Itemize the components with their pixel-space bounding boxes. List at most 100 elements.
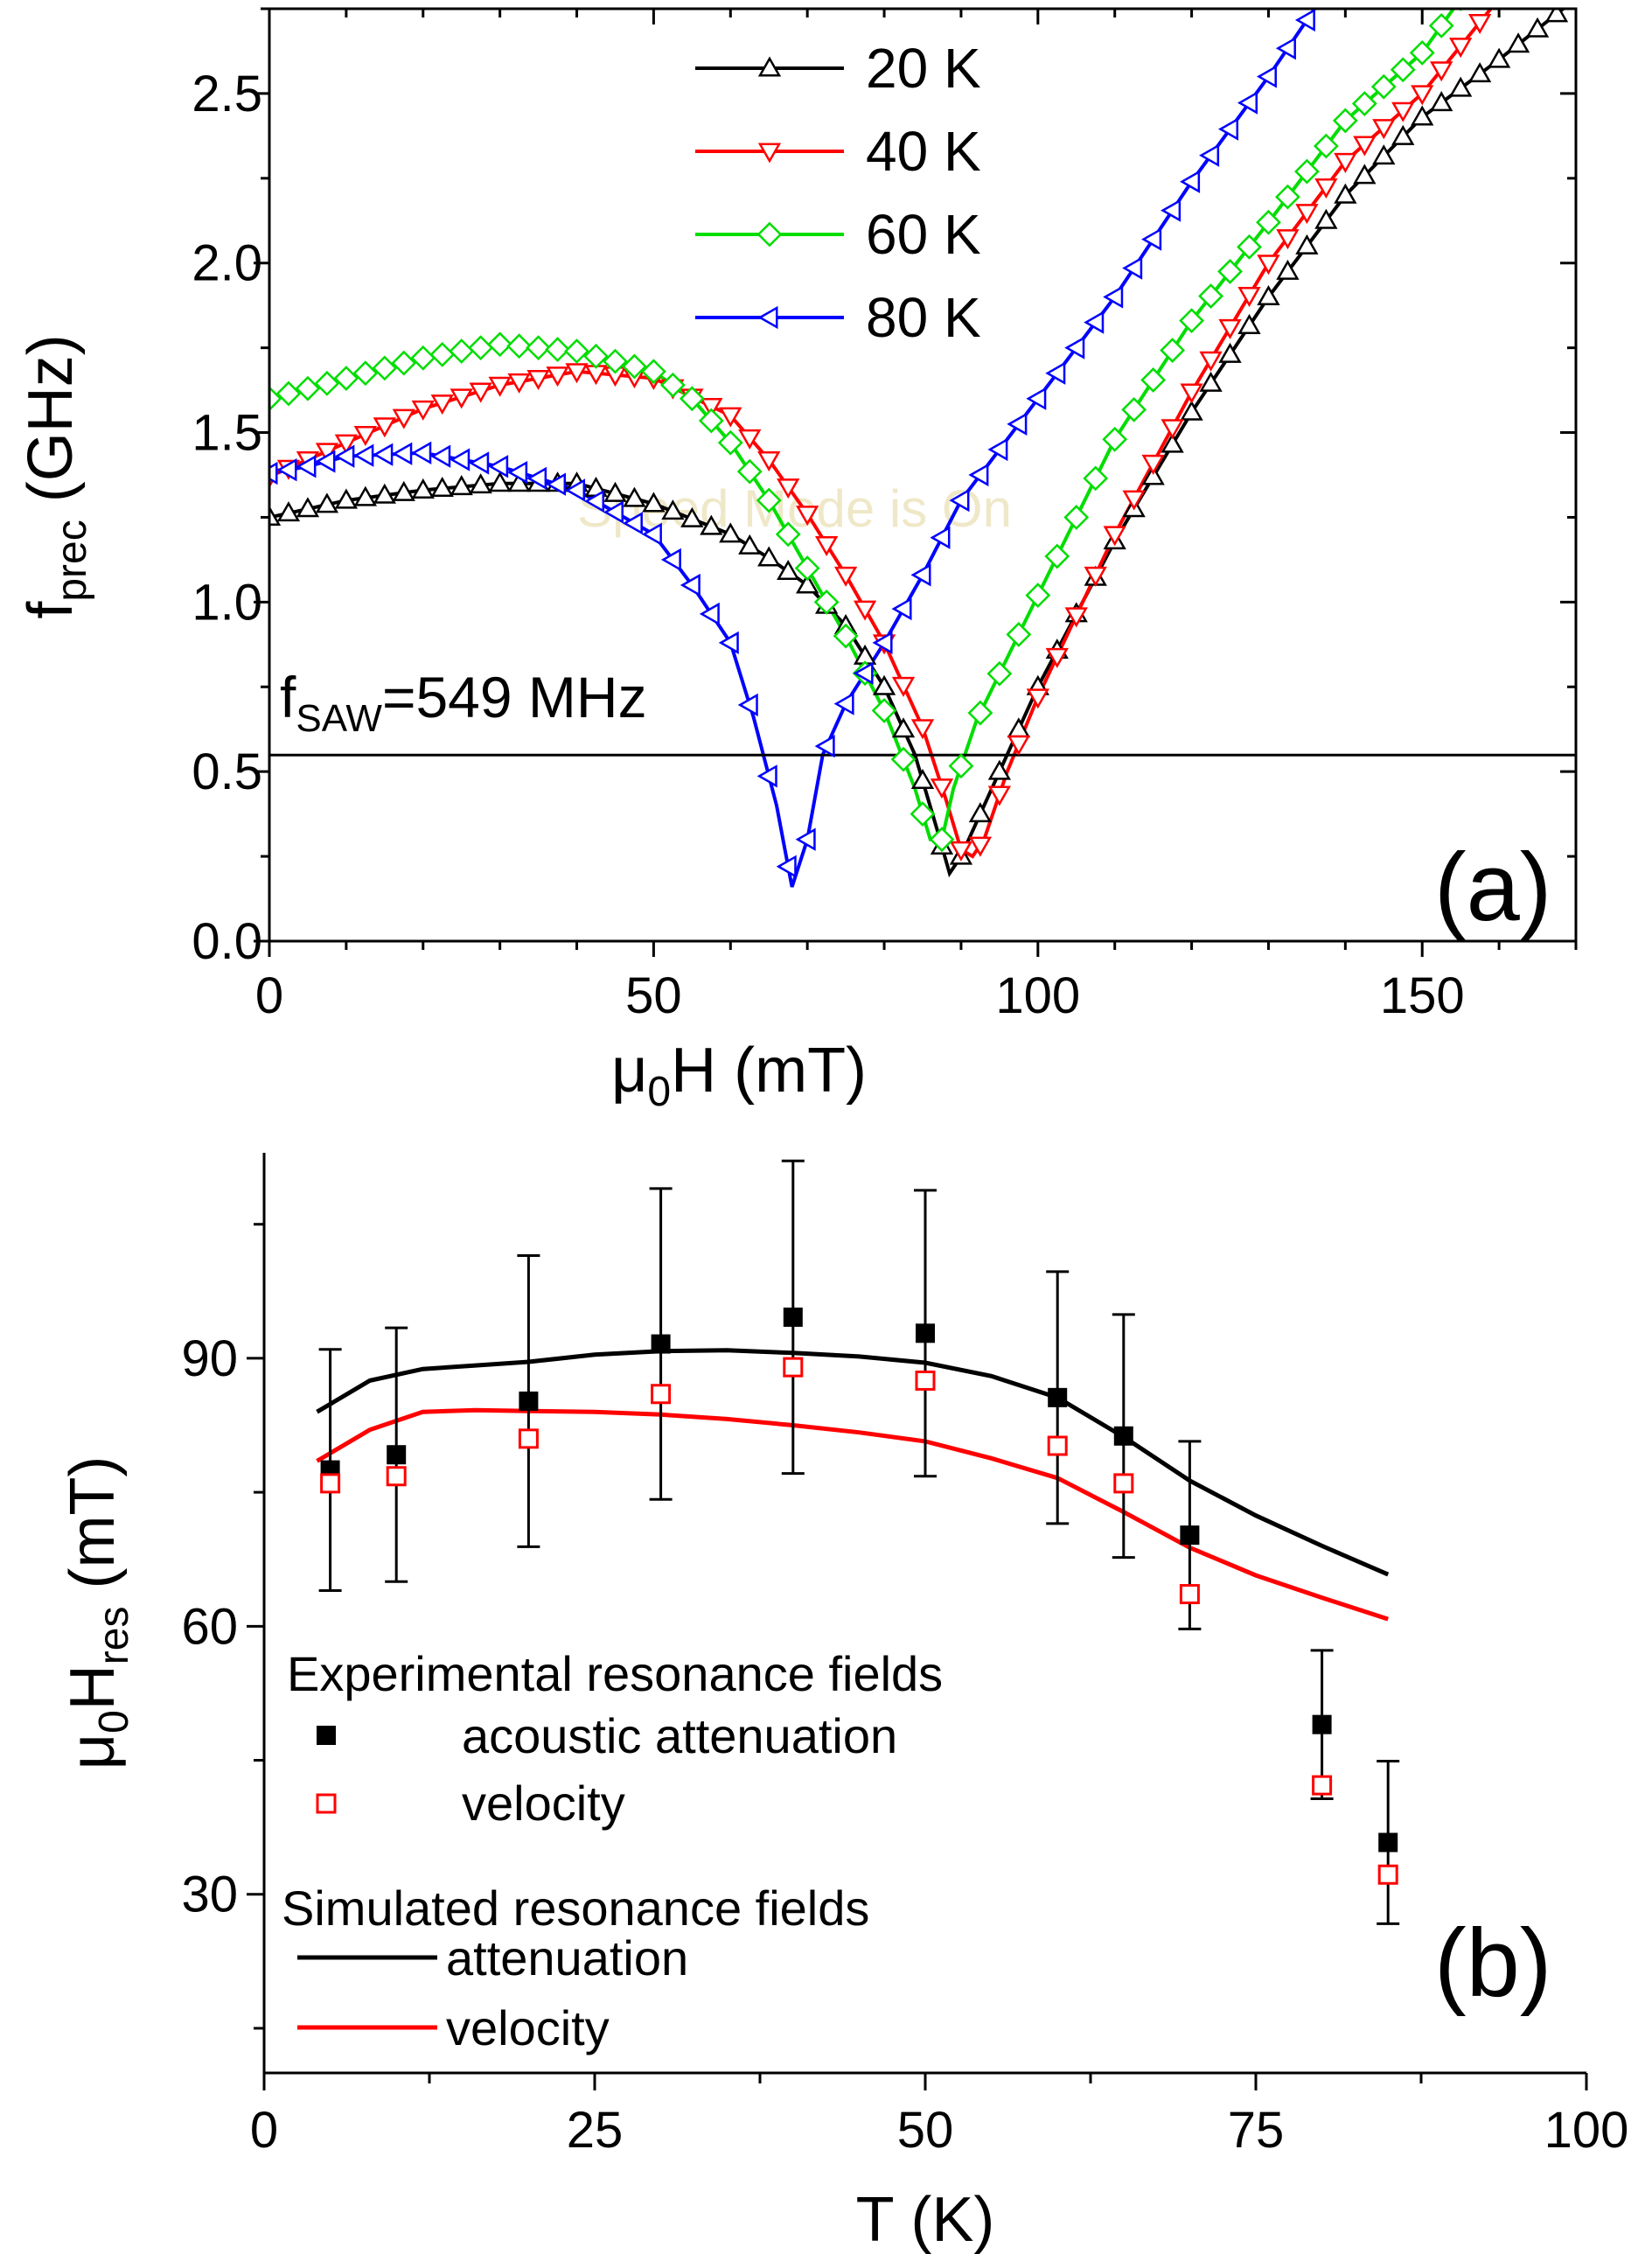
marker-40-k: [949, 841, 973, 862]
marker-80-k: [334, 444, 355, 468]
x-tick-label: 100: [995, 967, 1080, 1024]
y-tick-label: 2.5: [192, 66, 262, 122]
marker-60-k: [429, 341, 456, 367]
marker-60-k: [794, 555, 820, 582]
marker-60-k: [564, 338, 589, 364]
marker-60-k: [813, 589, 840, 615]
marker-40-k: [1122, 490, 1146, 511]
marker-60-k: [679, 386, 705, 412]
marker-20-k: [373, 483, 396, 504]
marker-80-k: [1122, 256, 1143, 280]
marker-60-k: [603, 348, 628, 374]
marker-40-k: [853, 600, 877, 621]
marker-20-k: [1544, 9, 1569, 23]
y-tick-label: 1.0: [192, 574, 262, 631]
marker-20-k: [276, 501, 301, 522]
marker-40-k: [334, 434, 359, 455]
marker-40-k: [488, 376, 512, 397]
marker-20-k: [796, 573, 819, 594]
marker-60-k: [1313, 133, 1339, 159]
marker-80-k: [853, 661, 874, 685]
marker-20-k: [1237, 313, 1261, 334]
marker-40-k: [910, 719, 935, 740]
marker-60-k: [756, 487, 782, 513]
marker-80-k: [930, 526, 951, 549]
marker-40-k: [373, 417, 396, 438]
marker-20-k: [910, 768, 935, 790]
point-velocity: [1179, 1584, 1200, 1605]
legend-sim-attenuation-label: attenuation: [446, 1930, 688, 1985]
legend-label-60-k: 60 K: [866, 203, 981, 266]
x-tick-label: 50: [625, 967, 682, 1024]
marker-20-k: [872, 674, 896, 695]
marker-80-k: [469, 451, 490, 475]
legend-marker-20-k: [757, 56, 782, 77]
marker-80-k: [833, 692, 854, 715]
marker-40-k: [891, 676, 916, 697]
marker-80-k: [910, 563, 931, 587]
legend-marker-60-k: [756, 221, 783, 248]
x-tick-label: 50: [897, 2102, 954, 2159]
marker-40-k: [1026, 688, 1049, 709]
marker-80-k: [699, 602, 720, 626]
fsaw-annotation: fSAW=549 MHz: [280, 665, 647, 740]
point-velocity: [1377, 1864, 1398, 1885]
point-velocity: [1047, 1435, 1068, 1456]
point-velocity: [1113, 1473, 1134, 1494]
marker-40-k: [700, 398, 723, 419]
point-acoustic-attenuation: [916, 1323, 935, 1343]
marker-20-k: [430, 476, 454, 498]
marker-20-k: [1295, 234, 1319, 255]
marker-60-k: [890, 746, 917, 772]
marker-20-k: [1257, 284, 1280, 305]
marker-80-k: [1084, 311, 1105, 334]
marker-20-k: [507, 471, 531, 492]
marker-20-k: [623, 486, 646, 507]
marker-80-k: [1141, 227, 1162, 251]
marker-80-k: [603, 500, 624, 524]
marker-40-k: [1372, 119, 1396, 140]
point-velocity: [386, 1466, 407, 1487]
marker-20-k: [1314, 208, 1338, 229]
marker-80-k: [622, 512, 643, 535]
marker-80-k: [737, 693, 758, 717]
marker-60-k: [736, 458, 763, 485]
legend-marker-40-k: [757, 143, 782, 164]
marker-60-k: [659, 372, 686, 398]
marker-40-k: [1064, 607, 1088, 628]
legend-attenuation-label: acoustic attenuation: [462, 1708, 897, 1763]
marker-20-k: [353, 485, 378, 506]
marker-40-k: [833, 566, 858, 587]
marker-80-k: [1161, 199, 1181, 222]
marker-40-k: [507, 373, 531, 394]
marker-60-k: [967, 700, 993, 726]
marker-60-k: [929, 827, 955, 853]
point-acoustic-attenuation: [1180, 1525, 1200, 1546]
marker-80-k: [488, 455, 509, 478]
x-tick-label: 0: [255, 967, 283, 1024]
marker-60-k: [1102, 426, 1128, 452]
marker-20-k: [700, 514, 723, 535]
legend-label-20-k: 20 K: [866, 37, 981, 100]
marker-40-k: [814, 535, 839, 556]
marker-80-k: [891, 597, 912, 621]
marker-60-k: [410, 345, 436, 371]
marker-60-k: [1390, 57, 1416, 83]
marker-20-k: [1411, 105, 1434, 126]
marker-60-k: [1006, 622, 1032, 647]
marker-60-k: [275, 380, 302, 407]
marker-60-k: [1237, 234, 1262, 260]
marker-60-k: [775, 521, 801, 548]
marker-80-k: [546, 472, 567, 496]
marker-60-k: [487, 331, 513, 358]
marker-20-k: [488, 471, 512, 492]
marker-20-k: [1525, 17, 1550, 38]
marker-20-k: [968, 802, 993, 823]
y-tick-label: 1.5: [192, 405, 262, 462]
point-acoustic-attenuation: [651, 1334, 671, 1354]
marker-80-k: [507, 460, 528, 485]
panel-a-legend: 20 K 40 K 60 K 80 K: [695, 37, 981, 349]
marker-80-k: [411, 441, 432, 464]
legend-sim-velocity-label: velocity: [446, 2000, 610, 2055]
